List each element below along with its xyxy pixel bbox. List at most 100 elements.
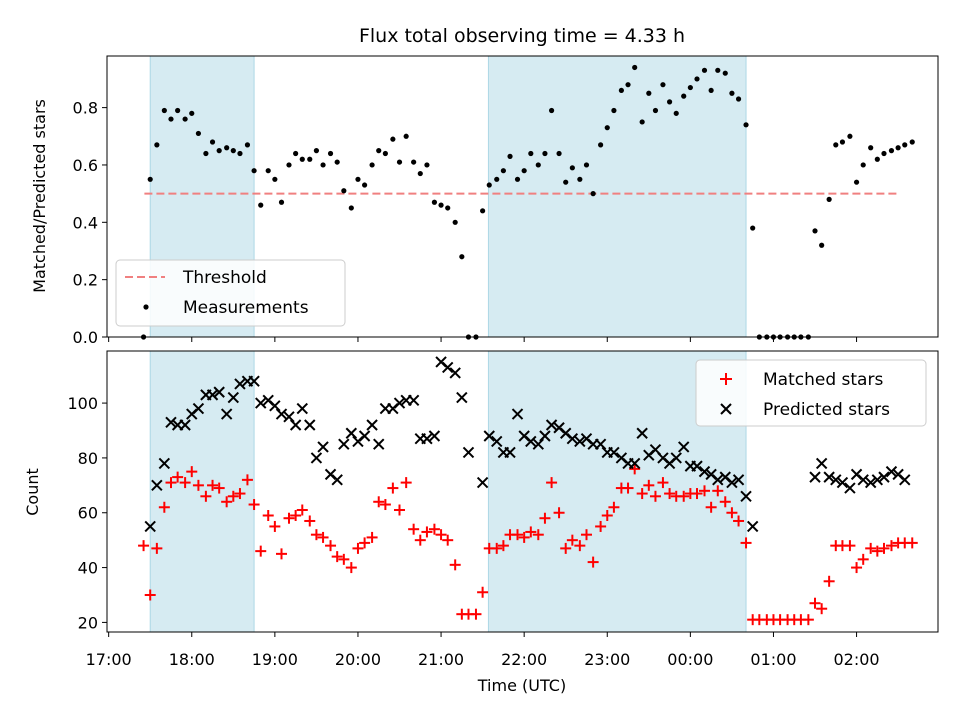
measurement-point <box>881 150 887 157</box>
legend-predicted-swatch <box>720 403 732 415</box>
measurement-point <box>542 150 548 157</box>
predicted-star-point <box>331 474 343 486</box>
measurement-point <box>514 176 521 182</box>
measurement-point <box>424 162 430 168</box>
measurement-point <box>563 179 569 185</box>
measurement-point <box>888 148 895 154</box>
predicted-star-point <box>366 419 378 431</box>
matched-star-point <box>283 512 295 524</box>
predicted-star-point <box>636 427 648 439</box>
matched-star-point <box>310 529 322 541</box>
measurement-point <box>625 82 631 88</box>
predicted-star-point <box>740 490 752 503</box>
matched-star-point <box>394 504 406 516</box>
measurement-point <box>286 162 292 168</box>
measurement-point <box>646 90 652 96</box>
predicted-star-point <box>678 441 690 453</box>
matched-star-point <box>705 501 717 513</box>
matched-star-point <box>296 504 308 516</box>
measurement-point <box>278 199 285 205</box>
measurement-point <box>480 208 486 214</box>
measurement-point <box>722 70 728 76</box>
legend-threshold-label: Threshold <box>182 268 267 288</box>
matched-star-point <box>809 597 821 609</box>
measurement-point <box>396 159 403 165</box>
matched-star-point <box>213 482 225 494</box>
predicted-star-point <box>310 452 323 464</box>
matched-star-point <box>255 545 267 557</box>
measurement-point <box>376 148 382 154</box>
measurement-point <box>660 82 666 88</box>
ratio-y-axis-label: Matched/Predicted stars <box>30 99 49 293</box>
predicted-star-point <box>532 438 544 450</box>
x-tick-label: 22:00 <box>501 650 547 669</box>
measurement-point <box>556 150 562 157</box>
measurement-point <box>590 191 596 197</box>
measurement-point <box>431 199 438 205</box>
predicted-star-point <box>304 419 316 431</box>
measurement-point <box>902 142 908 148</box>
ratio-panel-frame <box>106 55 939 338</box>
matched-star-point <box>816 603 828 615</box>
matched-star-point <box>636 488 648 500</box>
predicted-star-point <box>899 474 911 486</box>
ratio-legend: Threshold Measurements <box>115 259 346 327</box>
chart-title: Flux total observing time = 4.33 h <box>359 25 685 47</box>
predicted-star-point <box>608 446 620 459</box>
matched-star-point <box>449 559 461 571</box>
predicted-star-point <box>338 438 350 450</box>
matched-star-point <box>400 477 412 489</box>
matched-star-point <box>719 496 731 508</box>
predicted-star-point <box>628 457 641 470</box>
matched-star-point <box>802 614 814 626</box>
measurement-point <box>307 156 313 162</box>
matched-star-point <box>151 542 163 554</box>
measurement-point <box>237 150 243 157</box>
matched-star-point <box>657 477 669 489</box>
measurement-point <box>750 225 756 231</box>
y-tick-label: 0.6 <box>73 156 98 175</box>
matched-star-point <box>601 509 613 521</box>
measurement-point <box>909 139 915 145</box>
matched-star-point <box>546 477 558 489</box>
matched-star-point <box>186 466 198 478</box>
measurement-point <box>708 87 714 94</box>
measurement-point <box>819 242 825 248</box>
measurement-point <box>362 182 368 188</box>
measurement-point <box>341 188 347 194</box>
measurement-point <box>521 168 527 174</box>
matched-star-point <box>269 520 281 532</box>
matched-star-point <box>823 575 835 587</box>
matched-star-point <box>865 542 877 554</box>
measurement-point <box>577 176 583 182</box>
matched-star-point <box>574 540 586 552</box>
predicted-star-point <box>373 438 385 450</box>
x-tick-label: 18:00 <box>169 650 215 669</box>
predicted-star-point <box>255 397 267 409</box>
matched-star-point <box>844 540 856 552</box>
matched-star-point <box>497 540 509 552</box>
predicted-star-point <box>275 408 288 420</box>
measurement-point <box>694 76 700 82</box>
measurement-point <box>189 110 195 116</box>
ratio-legend-box <box>115 259 346 327</box>
measurement-point <box>382 150 388 157</box>
matched-star-point <box>428 523 440 535</box>
legend-matched-label: Matched stars <box>763 370 883 390</box>
matched-star-point <box>851 562 863 574</box>
measurement-point <box>390 136 396 142</box>
matched-star-point <box>227 490 239 502</box>
predicted-star-point <box>144 520 156 533</box>
predicted-star-point <box>476 476 489 489</box>
matched-star-point <box>248 499 260 511</box>
y-tick-label: 20 <box>78 613 98 632</box>
x-tick-label: 02:00 <box>834 650 880 669</box>
measurement-point <box>334 159 340 165</box>
measurement-point <box>154 142 160 148</box>
legend-measurements-swatch <box>143 304 149 310</box>
measurement-point <box>569 165 575 171</box>
matched-star-point <box>518 531 530 543</box>
predicted-star-point <box>449 367 461 379</box>
predicted-star-point <box>844 482 856 494</box>
matched-star-point <box>442 534 454 546</box>
